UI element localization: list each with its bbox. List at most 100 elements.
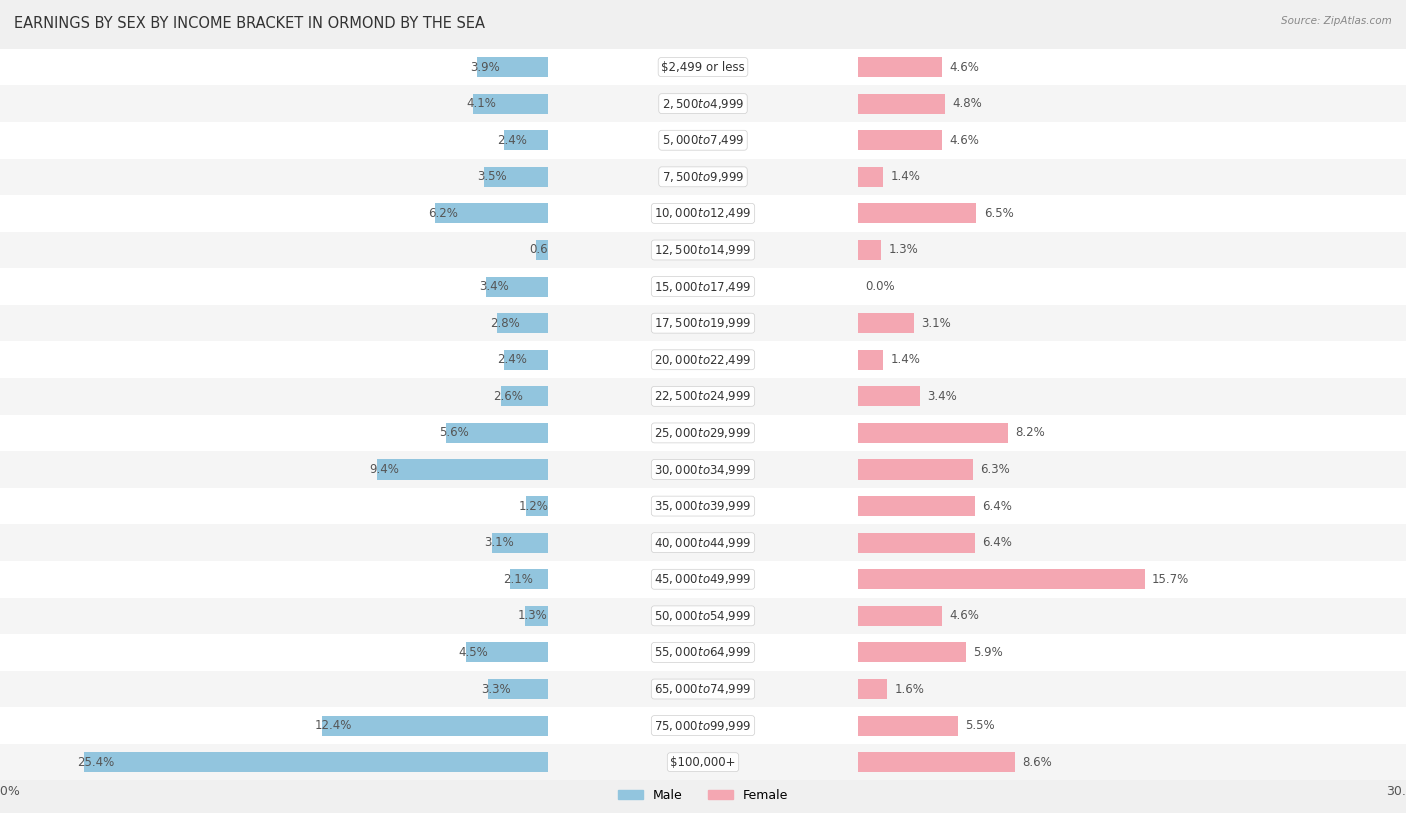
Text: $50,000 to $54,999: $50,000 to $54,999 xyxy=(654,609,752,623)
Bar xyxy=(0,415,548,451)
Bar xyxy=(858,679,887,699)
Text: $35,000 to $39,999: $35,000 to $39,999 xyxy=(654,499,752,513)
Bar xyxy=(0,268,548,305)
Bar xyxy=(548,378,858,415)
Text: $2,499 or less: $2,499 or less xyxy=(661,61,745,73)
Text: 4.8%: 4.8% xyxy=(953,98,983,110)
Bar xyxy=(858,459,973,480)
Text: $30,000 to $34,999: $30,000 to $34,999 xyxy=(654,463,752,476)
Bar xyxy=(858,85,1406,122)
Bar xyxy=(858,415,1406,451)
Bar xyxy=(858,707,1406,744)
Bar xyxy=(0,598,548,634)
Bar xyxy=(0,634,548,671)
Bar xyxy=(548,488,858,524)
Bar xyxy=(0,122,548,159)
Text: $75,000 to $99,999: $75,000 to $99,999 xyxy=(654,719,752,733)
Text: 2.4%: 2.4% xyxy=(498,354,527,366)
Bar xyxy=(858,49,1406,85)
Text: 2.4%: 2.4% xyxy=(498,134,527,146)
Bar xyxy=(0,195,548,232)
Bar xyxy=(548,341,858,378)
Bar xyxy=(0,232,548,268)
Bar xyxy=(0,122,548,159)
Bar xyxy=(548,159,858,195)
Bar xyxy=(548,85,858,122)
Bar xyxy=(548,341,858,378)
Bar xyxy=(0,378,548,415)
Bar xyxy=(858,671,1406,707)
Bar xyxy=(548,524,858,561)
Bar xyxy=(0,49,548,85)
Bar xyxy=(505,350,548,370)
Bar xyxy=(537,240,548,260)
Bar xyxy=(0,561,548,598)
Text: 4.6%: 4.6% xyxy=(949,134,979,146)
Bar xyxy=(858,524,1406,561)
Bar xyxy=(548,85,858,122)
Bar xyxy=(84,752,548,772)
Bar xyxy=(858,496,974,516)
Bar xyxy=(858,598,1406,634)
Bar xyxy=(858,569,1144,589)
Bar xyxy=(0,341,548,378)
Bar xyxy=(548,524,858,561)
Bar xyxy=(858,744,1406,780)
Text: $100,000+: $100,000+ xyxy=(671,756,735,768)
Bar xyxy=(858,305,1406,341)
Text: 8.6%: 8.6% xyxy=(1022,756,1052,768)
Bar xyxy=(524,606,548,626)
Bar xyxy=(858,85,1406,122)
Text: 0.0%: 0.0% xyxy=(865,280,894,293)
Text: 5.9%: 5.9% xyxy=(973,646,1002,659)
Bar xyxy=(858,268,1406,305)
Bar xyxy=(858,350,883,370)
Text: 1.6%: 1.6% xyxy=(894,683,924,695)
Bar xyxy=(0,561,548,598)
Bar xyxy=(548,561,858,598)
Bar xyxy=(322,715,548,736)
Text: $22,500 to $24,999: $22,500 to $24,999 xyxy=(654,389,752,403)
Text: $15,000 to $17,499: $15,000 to $17,499 xyxy=(654,280,752,293)
Bar xyxy=(548,122,858,159)
Text: 2.8%: 2.8% xyxy=(489,317,520,329)
Bar xyxy=(858,451,1406,488)
Text: $55,000 to $64,999: $55,000 to $64,999 xyxy=(654,646,752,659)
Text: $10,000 to $12,499: $10,000 to $12,499 xyxy=(654,207,752,220)
Bar xyxy=(548,49,858,85)
Text: $7,500 to $9,999: $7,500 to $9,999 xyxy=(662,170,744,184)
Bar xyxy=(0,378,548,415)
Text: 1.3%: 1.3% xyxy=(517,610,547,622)
Bar xyxy=(858,561,1406,598)
Bar xyxy=(467,642,548,663)
Bar xyxy=(548,744,858,780)
Bar xyxy=(858,642,966,663)
Bar xyxy=(858,415,1406,451)
Text: 8.2%: 8.2% xyxy=(1015,427,1045,439)
Text: 3.1%: 3.1% xyxy=(484,537,515,549)
Text: 2.1%: 2.1% xyxy=(503,573,533,585)
Bar xyxy=(548,451,858,488)
Bar xyxy=(548,232,858,268)
Bar xyxy=(0,671,548,707)
Text: 3.4%: 3.4% xyxy=(927,390,957,402)
Bar xyxy=(488,679,548,699)
Bar xyxy=(0,524,548,561)
Bar xyxy=(548,744,858,780)
Bar xyxy=(505,130,548,150)
Bar xyxy=(858,744,1406,780)
Text: EARNINGS BY SEX BY INCOME BRACKET IN ORMOND BY THE SEA: EARNINGS BY SEX BY INCOME BRACKET IN ORM… xyxy=(14,16,485,31)
Bar xyxy=(858,232,1406,268)
Text: $2,500 to $4,999: $2,500 to $4,999 xyxy=(662,97,744,111)
Bar xyxy=(548,49,858,85)
Bar xyxy=(858,240,882,260)
Bar xyxy=(474,93,548,114)
Text: 2.6%: 2.6% xyxy=(494,390,523,402)
Bar xyxy=(446,423,548,443)
Bar xyxy=(548,378,858,415)
Bar xyxy=(0,305,548,341)
Text: 0.65%: 0.65% xyxy=(529,244,567,256)
Bar xyxy=(858,93,945,114)
Text: 9.4%: 9.4% xyxy=(370,463,399,476)
Text: $25,000 to $29,999: $25,000 to $29,999 xyxy=(654,426,752,440)
